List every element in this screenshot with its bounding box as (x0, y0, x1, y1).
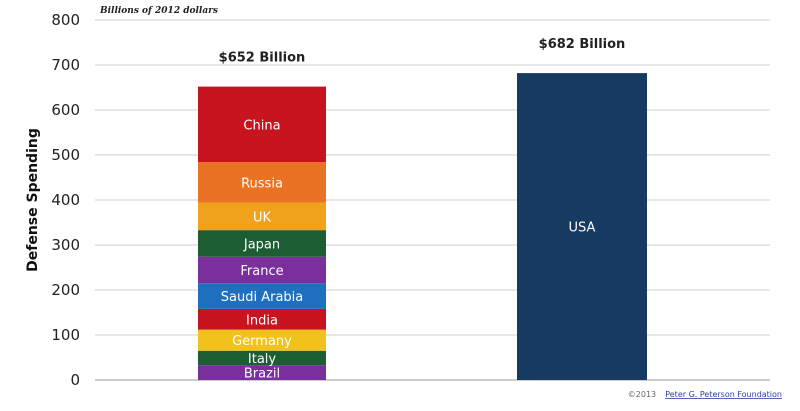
segment-label: India (246, 313, 278, 328)
y-tick-label: 600 (51, 101, 80, 119)
bar-segment-france (198, 256, 326, 284)
bar-segment-germany (198, 329, 326, 351)
credit-org-link[interactable]: Peter G. Peterson Foundation (665, 390, 782, 399)
y-axis-ticks: 0 100 200 300 400 500 600 700 800 (51, 11, 80, 389)
bar-segment-uk (198, 202, 326, 231)
y-tick-label: 400 (51, 191, 80, 209)
bar-segment-usa (517, 73, 647, 380)
segment-label: Russia (241, 176, 283, 191)
segment-label: France (240, 264, 283, 279)
y-tick-label: 800 (51, 11, 80, 29)
bar-segment-india (198, 308, 326, 330)
bar-segment-saudi-arabia (198, 283, 326, 309)
segment-label: Saudi Arabia (221, 290, 304, 305)
y-tick-label: 500 (51, 146, 80, 164)
credit-line: ©2013 Peter G. Peterson Foundation (628, 382, 782, 401)
bar-segment-brazil (198, 365, 326, 380)
bar-segment-italy (198, 350, 326, 366)
y-axis-label: Defense Spending (25, 128, 41, 272)
segment-label: USA (569, 221, 596, 236)
gridlines (95, 19, 770, 381)
bar-segment-russia (198, 162, 326, 203)
segment-label: UK (253, 210, 272, 225)
y-tick-label: 300 (51, 236, 80, 254)
y-tick-label: 0 (70, 371, 80, 389)
bar-total-label: $652 Billion (219, 51, 306, 66)
bar-segment-japan (198, 230, 326, 257)
segment-label: Brazil (244, 367, 280, 382)
segment-label: Germany (232, 334, 292, 349)
unit-note: Billions of 2012 dollars (99, 6, 218, 16)
segment-label: Japan (243, 237, 280, 252)
segment-label: China (243, 118, 280, 133)
segment-label: Italy (248, 352, 277, 367)
y-tick-label: 100 (51, 326, 80, 344)
credit-prefix: ©2013 (628, 390, 656, 399)
bar-total-label: $682 Billion (539, 37, 626, 52)
y-tick-label: 700 (51, 56, 80, 74)
bar-segment-china (198, 86, 326, 163)
y-tick-label: 200 (51, 281, 80, 299)
bar-total-labels: $652 Billion $682 Billion (219, 37, 626, 66)
